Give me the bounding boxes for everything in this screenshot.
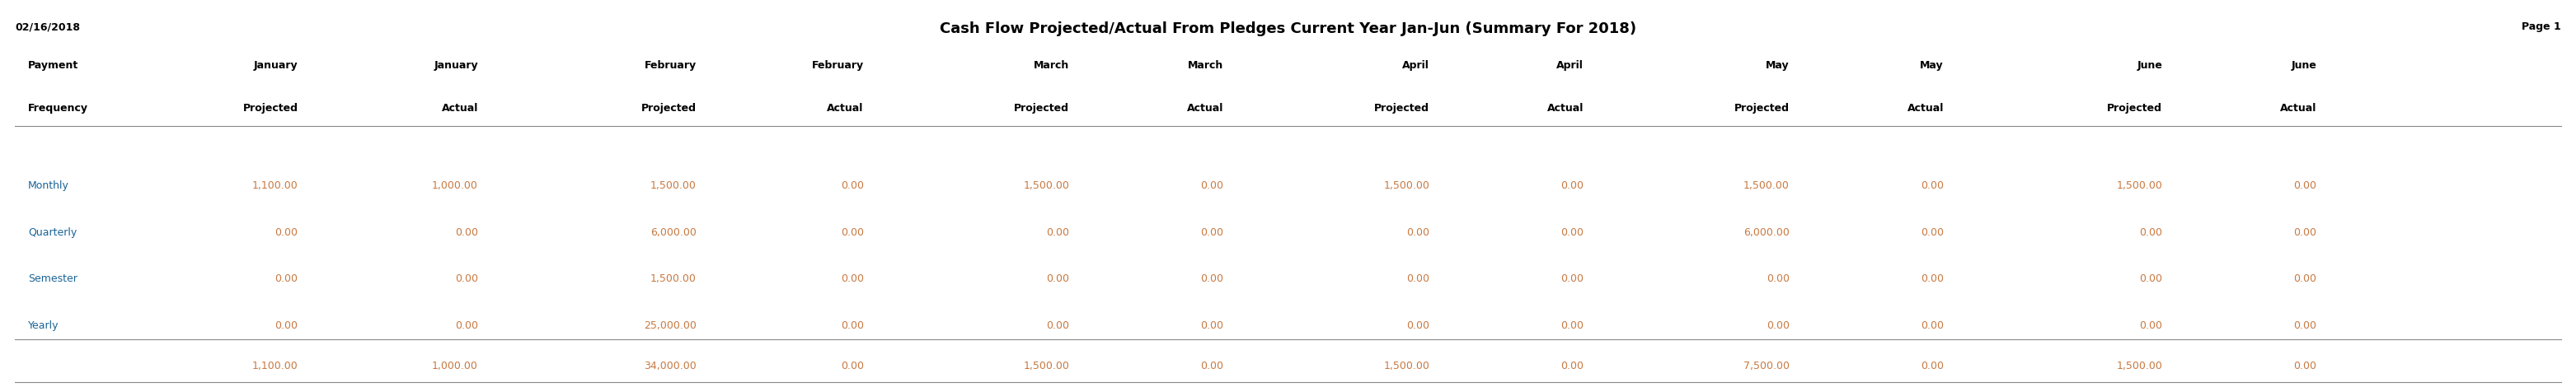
Text: April: April (1401, 60, 1430, 71)
Text: 1,500.00: 1,500.00 (2117, 180, 2161, 191)
Text: 34,000.00: 34,000.00 (644, 361, 696, 371)
Text: 0.00: 0.00 (1922, 320, 1945, 331)
Text: 0.00: 0.00 (276, 320, 299, 331)
Text: Page 1: Page 1 (2522, 22, 2561, 33)
Text: 0.00: 0.00 (1922, 274, 1945, 284)
Text: 1,500.00: 1,500.00 (1383, 180, 1430, 191)
Text: 1,500.00: 1,500.00 (1023, 361, 1069, 371)
Text: 0.00: 0.00 (2293, 274, 2316, 284)
Text: 0.00: 0.00 (1406, 227, 1430, 238)
Text: June: June (2290, 60, 2316, 71)
Text: 1,000.00: 1,000.00 (433, 180, 479, 191)
Text: 0.00: 0.00 (456, 320, 479, 331)
Text: Actual: Actual (440, 103, 479, 114)
Text: February: February (644, 60, 696, 71)
Text: 1,500.00: 1,500.00 (1744, 180, 1790, 191)
Text: Yearly: Yearly (28, 320, 59, 331)
Text: May: May (1765, 60, 1790, 71)
Text: 0.00: 0.00 (2293, 361, 2316, 371)
Text: 0.00: 0.00 (1046, 227, 1069, 238)
Text: Projected: Projected (641, 103, 696, 114)
Text: 1,000.00: 1,000.00 (433, 361, 479, 371)
Text: Frequency: Frequency (28, 103, 88, 114)
Text: 0.00: 0.00 (1200, 180, 1224, 191)
Text: 0.00: 0.00 (1561, 180, 1584, 191)
Text: 25,000.00: 25,000.00 (644, 320, 696, 331)
Text: Semester: Semester (28, 274, 77, 284)
Text: 0.00: 0.00 (840, 227, 863, 238)
Text: 1,500.00: 1,500.00 (652, 274, 696, 284)
Text: 0.00: 0.00 (1406, 320, 1430, 331)
Text: 0.00: 0.00 (1200, 361, 1224, 371)
Text: 0.00: 0.00 (1561, 320, 1584, 331)
Text: 6,000.00: 6,000.00 (652, 227, 696, 238)
Text: 0.00: 0.00 (1767, 274, 1790, 284)
Text: 0.00: 0.00 (276, 227, 299, 238)
Text: Actual: Actual (827, 103, 863, 114)
Text: Actual: Actual (1188, 103, 1224, 114)
Text: 1,500.00: 1,500.00 (2117, 361, 2161, 371)
Text: 0.00: 0.00 (1046, 274, 1069, 284)
Text: 1,100.00: 1,100.00 (252, 361, 299, 371)
Text: Payment: Payment (28, 60, 77, 71)
Text: 6,000.00: 6,000.00 (1744, 227, 1790, 238)
Text: January: January (255, 60, 299, 71)
Text: January: January (433, 60, 479, 71)
Text: 0.00: 0.00 (840, 361, 863, 371)
Text: Projected: Projected (242, 103, 299, 114)
Text: 0.00: 0.00 (1922, 180, 1945, 191)
Text: 1,500.00: 1,500.00 (1023, 180, 1069, 191)
Text: 0.00: 0.00 (1200, 320, 1224, 331)
Text: Projected: Projected (1015, 103, 1069, 114)
Text: 0.00: 0.00 (840, 320, 863, 331)
Text: Monthly: Monthly (28, 180, 70, 191)
Text: Quarterly: Quarterly (28, 227, 77, 238)
Text: 0.00: 0.00 (840, 274, 863, 284)
Text: May: May (1919, 60, 1945, 71)
Text: February: February (811, 60, 863, 71)
Text: 0.00: 0.00 (1767, 320, 1790, 331)
Text: 02/16/2018: 02/16/2018 (15, 22, 80, 33)
Text: March: March (1033, 60, 1069, 71)
Text: 1,500.00: 1,500.00 (1383, 361, 1430, 371)
Text: March: March (1188, 60, 1224, 71)
Text: 0.00: 0.00 (456, 227, 479, 238)
Text: Projected: Projected (1734, 103, 1790, 114)
Text: April: April (1556, 60, 1584, 71)
Text: 0.00: 0.00 (1200, 227, 1224, 238)
Text: 0.00: 0.00 (2138, 320, 2161, 331)
Text: June: June (2138, 60, 2161, 71)
Text: 0.00: 0.00 (1922, 227, 1945, 238)
Text: 0.00: 0.00 (2138, 227, 2161, 238)
Text: 0.00: 0.00 (2293, 180, 2316, 191)
Text: 1,100.00: 1,100.00 (252, 180, 299, 191)
Text: Cash Flow Projected/Actual From Pledges Current Year Jan-Jun (Summary For 2018): Cash Flow Projected/Actual From Pledges … (940, 22, 1636, 36)
Text: 0.00: 0.00 (1200, 274, 1224, 284)
Text: 0.00: 0.00 (1406, 274, 1430, 284)
Text: 0.00: 0.00 (2138, 274, 2161, 284)
Text: 7,500.00: 7,500.00 (1744, 361, 1790, 371)
Text: 0.00: 0.00 (840, 180, 863, 191)
Text: 0.00: 0.00 (2293, 320, 2316, 331)
Text: Actual: Actual (1548, 103, 1584, 114)
Text: 0.00: 0.00 (1561, 274, 1584, 284)
Text: 0.00: 0.00 (276, 274, 299, 284)
Text: 0.00: 0.00 (1561, 227, 1584, 238)
Text: 0.00: 0.00 (1046, 320, 1069, 331)
Text: 0.00: 0.00 (2293, 227, 2316, 238)
Text: Projected: Projected (2107, 103, 2161, 114)
Text: 0.00: 0.00 (456, 274, 479, 284)
Text: Projected: Projected (1373, 103, 1430, 114)
Text: Actual: Actual (1906, 103, 1945, 114)
Text: Actual: Actual (2280, 103, 2316, 114)
Text: 1,500.00: 1,500.00 (652, 180, 696, 191)
Text: 0.00: 0.00 (1561, 361, 1584, 371)
Text: 0.00: 0.00 (1922, 361, 1945, 371)
